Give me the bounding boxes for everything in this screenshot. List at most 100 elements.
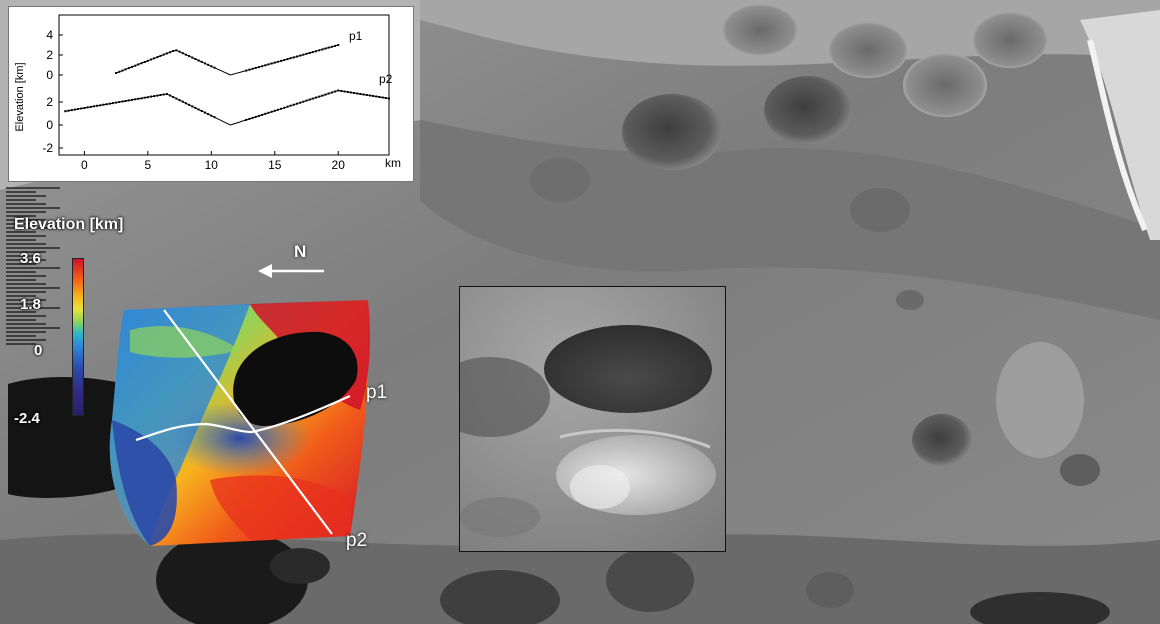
profile-point (207, 63, 210, 66)
x-tick-label: 5 (145, 158, 152, 172)
profile-point (324, 93, 327, 96)
profile-line-label-p1: p1 (366, 382, 388, 403)
profile-point (121, 69, 124, 72)
profile-point (191, 56, 194, 59)
profile-point (337, 44, 340, 46)
profile-point (292, 56, 295, 59)
profile-point (264, 64, 267, 67)
profile-point (289, 104, 292, 107)
profile-point (184, 53, 187, 56)
profile-point (270, 62, 273, 65)
profile-point (276, 60, 279, 63)
profile-point (165, 52, 168, 55)
profile-point (299, 54, 302, 57)
profile-point (353, 92, 356, 94)
elevation-profile-chart: Elevation [km] 0 5 10 15 20 420 20-2 km p1 p… (14, 14, 401, 172)
y-tick-label: 0 (46, 118, 53, 132)
elevation-map-overlay (109, 300, 370, 546)
profile-point (388, 97, 390, 100)
profile-point (153, 57, 156, 60)
profile-point (204, 111, 206, 114)
y-tick-label: -2 (42, 141, 53, 155)
profile-point (200, 60, 203, 63)
profile-point (308, 98, 311, 101)
profile-point (115, 101, 118, 104)
profile-point (64, 110, 67, 113)
north-label: N (294, 242, 307, 261)
profile-point (146, 96, 149, 99)
y-tick-label: 2 (46, 95, 53, 109)
profile-point (283, 59, 286, 61)
profile-point (305, 99, 308, 102)
profile-point (248, 117, 251, 120)
profile-point (340, 90, 343, 92)
profile-point (321, 48, 324, 51)
profile-point (362, 93, 365, 96)
profile-point (251, 116, 254, 119)
x-axis-unit-label: km (385, 156, 401, 170)
profile-point (83, 107, 86, 109)
profile-point (118, 101, 121, 103)
profile-point (175, 97, 178, 100)
profile-point (245, 118, 248, 121)
profile-line-label-p2: p2 (346, 530, 368, 551)
profile-point (172, 96, 175, 99)
profile-point (80, 107, 83, 110)
profile-point (178, 50, 181, 53)
upper-y-ticks: 4 2 0 (46, 28, 63, 82)
profile-point (257, 66, 260, 69)
profile-point (121, 100, 124, 103)
profile-point (315, 96, 317, 99)
profile-point (302, 53, 305, 56)
y-tick-label: 0 (46, 68, 53, 82)
x-tick-label: 10 (205, 158, 219, 172)
profile-point (178, 99, 181, 102)
profile-point (169, 94, 172, 97)
profile-point (375, 95, 378, 98)
profile-point (184, 102, 187, 105)
profile-point (197, 59, 200, 62)
profile-point (334, 90, 337, 93)
profile-point (134, 98, 137, 101)
profile-point (134, 64, 137, 67)
profile-point (346, 91, 349, 93)
profile-point (261, 65, 264, 68)
profile-point (289, 57, 292, 60)
colorbar-tick-min: -2.4 (14, 410, 40, 427)
x-tick-label: 0 (81, 158, 88, 172)
lower-y-ticks: 2 0 -2 (42, 95, 63, 155)
profile-point (204, 62, 206, 65)
profile-point (378, 96, 381, 98)
profile-points-p1 (115, 44, 340, 74)
profile-point (162, 53, 165, 56)
profile-point (254, 66, 257, 69)
series-label-p1: p1 (349, 29, 363, 43)
profile-point (137, 97, 140, 100)
profile-point (172, 50, 175, 52)
profile-point (273, 109, 276, 112)
profile-point (146, 59, 149, 62)
profile-point (248, 68, 251, 71)
profile-point (384, 97, 387, 99)
profile-point (213, 116, 216, 119)
profile-point (181, 52, 184, 55)
profile-point (299, 101, 302, 104)
profile-point (330, 91, 333, 94)
profile-point (257, 114, 260, 117)
profile-point (73, 108, 76, 111)
profile-point (127, 99, 130, 102)
profile-point (334, 44, 337, 47)
profile-point (280, 107, 283, 110)
profile-point (175, 49, 178, 52)
profile-point (330, 45, 333, 48)
profile-point (143, 96, 146, 99)
profile-point (327, 92, 330, 95)
profile-point (150, 95, 152, 98)
profile-point (267, 63, 270, 66)
profile-point (124, 100, 127, 102)
y-tick-label: 2 (46, 48, 53, 62)
profile-point (264, 112, 267, 115)
profile-point (270, 110, 273, 113)
profile-point (308, 51, 311, 54)
colorbar-tick-mid: 1.8 (20, 296, 41, 313)
